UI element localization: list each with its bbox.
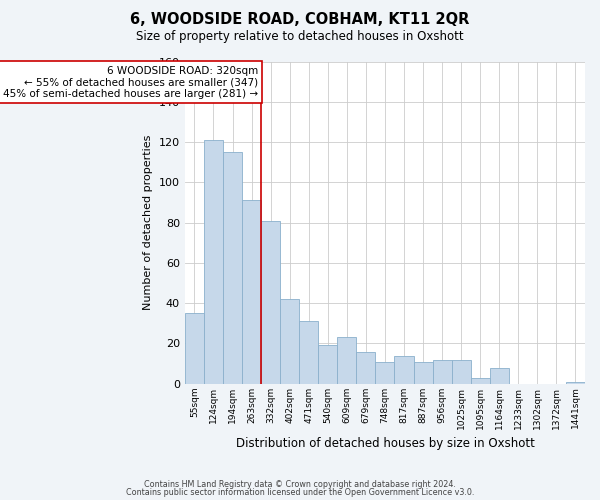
Bar (433, 360, 452, 384)
Bar (566, 382, 585, 384)
Bar (223, 152, 242, 384)
Bar (490, 368, 509, 384)
X-axis label: Distribution of detached houses by size in Oxshott: Distribution of detached houses by size … (235, 437, 535, 450)
Bar (242, 200, 261, 384)
Bar (280, 299, 299, 384)
Bar (318, 346, 337, 384)
Bar (376, 362, 394, 384)
Bar (299, 322, 318, 384)
Bar (470, 378, 490, 384)
Bar (204, 140, 223, 384)
Bar (261, 220, 280, 384)
Bar (337, 338, 356, 384)
Bar (413, 362, 433, 384)
Bar (356, 352, 376, 384)
Text: Contains public sector information licensed under the Open Government Licence v3: Contains public sector information licen… (126, 488, 474, 497)
Text: Contains HM Land Registry data © Crown copyright and database right 2024.: Contains HM Land Registry data © Crown c… (144, 480, 456, 489)
Bar (394, 356, 413, 384)
Bar (452, 360, 470, 384)
Text: 6 WOODSIDE ROAD: 320sqm
← 55% of detached houses are smaller (347)
45% of semi-d: 6 WOODSIDE ROAD: 320sqm ← 55% of detache… (3, 66, 258, 98)
Y-axis label: Number of detached properties: Number of detached properties (143, 135, 154, 310)
Bar (185, 314, 204, 384)
Text: 6, WOODSIDE ROAD, COBHAM, KT11 2QR: 6, WOODSIDE ROAD, COBHAM, KT11 2QR (130, 12, 470, 28)
Text: Size of property relative to detached houses in Oxshott: Size of property relative to detached ho… (136, 30, 464, 43)
